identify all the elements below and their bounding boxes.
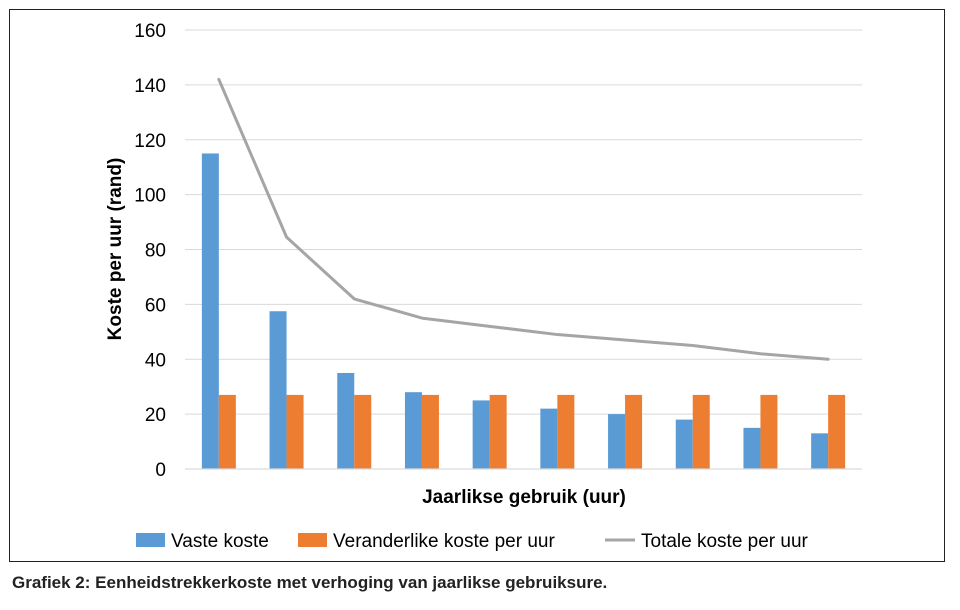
x-axis-title: Jaarlikse gebruik (uur) — [422, 487, 626, 508]
bar-veranderlike-koste — [286, 394, 304, 469]
bar-vaste-koste — [269, 311, 287, 469]
legend-label: Vaste koste — [171, 531, 269, 552]
y-tick-label: 20 — [145, 405, 166, 426]
legend-swatch — [298, 533, 327, 547]
total-line — [217, 77, 830, 361]
y-tick-label: 120 — [134, 131, 166, 152]
figure-caption: Grafiek 2: Eenheidstrekkerkoste met verh… — [12, 573, 608, 592]
y-tick-labels: 0 20 40 60 80 100 120 140 160 — [134, 21, 166, 481]
chart-frame — [9, 9, 945, 562]
legend-swatch — [136, 533, 165, 547]
line-totale-koste — [217, 77, 830, 361]
bar-vaste-koste — [201, 153, 219, 469]
bar-vaste-koste — [472, 400, 490, 469]
bar-veranderlike-koste — [218, 394, 236, 469]
y-tick-label: 160 — [134, 21, 166, 42]
y-tick-label: 100 — [134, 186, 166, 207]
bar-vaste-koste — [337, 372, 355, 469]
bar-vaste-koste — [540, 408, 558, 469]
legend-label: Veranderlike koste per uur — [333, 531, 555, 552]
bar-veranderlike-koste — [625, 394, 643, 469]
bar-veranderlike-koste — [692, 394, 710, 469]
y-tick-label: 0 — [155, 460, 166, 481]
bars — [201, 153, 846, 469]
bar-veranderlike-koste — [557, 394, 575, 469]
bar-veranderlike-koste — [760, 394, 778, 469]
bar-vaste-koste — [404, 392, 422, 469]
chart: 0 20 40 60 80 100 120 140 160 Koste per uur (ran… — [105, 21, 862, 552]
bar-vaste-koste — [675, 419, 693, 469]
bar-veranderlike-koste — [354, 394, 372, 469]
bar-vaste-koste — [743, 427, 761, 469]
y-tick-label: 40 — [145, 350, 166, 371]
y-tick-label: 60 — [145, 295, 166, 316]
y-axis-title: Koste per uur (rand) — [105, 158, 126, 341]
bar-vaste-koste — [608, 414, 626, 469]
bar-veranderlike-koste — [421, 394, 439, 469]
y-tick-label: 80 — [145, 241, 166, 262]
bar-veranderlike-koste — [828, 394, 846, 469]
y-tick-label: 140 — [134, 76, 166, 97]
bar-veranderlike-koste — [489, 394, 507, 469]
legend: Vaste koste Veranderlike koste per uur Tot… — [136, 531, 809, 552]
bar-vaste-koste — [811, 433, 829, 469]
legend-label: Totale koste per uur — [641, 531, 809, 552]
